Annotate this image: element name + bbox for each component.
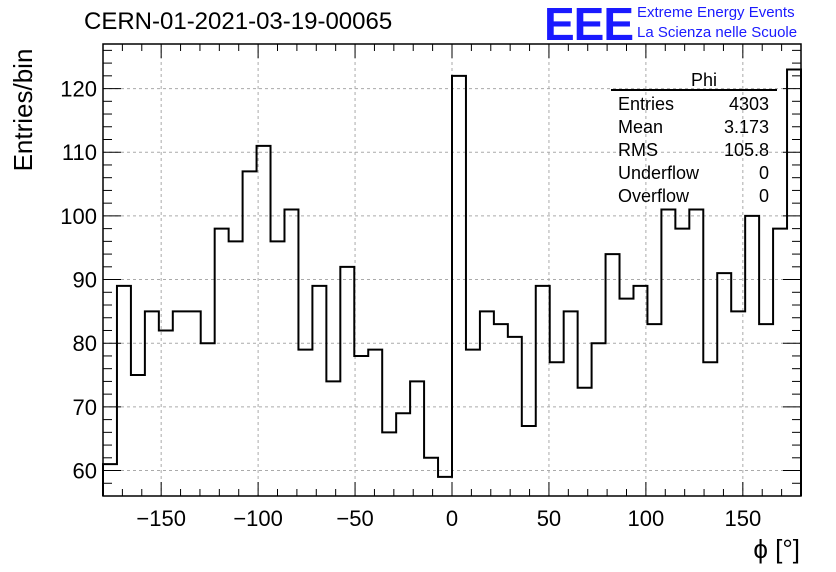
- x-axis-label: ϕ [°]: [753, 534, 800, 564]
- stats-label: Mean: [618, 117, 663, 137]
- logo-text-line2: La Scienza nelle Scuole: [637, 24, 798, 41]
- y-tick-label: 110: [62, 140, 97, 165]
- x-tick-label: −50: [336, 506, 373, 531]
- x-tick-label: −100: [233, 506, 283, 531]
- stats-value: 4303: [729, 94, 769, 114]
- stats-value: 105.8: [724, 140, 769, 160]
- y-tick-label: 100: [60, 204, 97, 229]
- axis-ticks: [102, 44, 802, 497]
- stats-box: Phi Entries 4303 Mean 3.173 RMS 105.8 Underflow…: [611, 70, 777, 206]
- x-tick-label: 150: [724, 506, 761, 531]
- y-tick-label: 120: [60, 77, 97, 102]
- x-tick-label: 0: [446, 506, 458, 531]
- stats-title: Phi: [691, 70, 717, 90]
- y-tick-label: 70: [73, 395, 97, 420]
- histogram-outline: [102, 68, 802, 496]
- y-axis-label: Entries/bin: [8, 49, 38, 172]
- tick-labels: −150 −100 −50 0 50 100 150 60 70 80 90 100 110 120: [60, 77, 761, 531]
- eee-logo: EEE: [544, 0, 634, 50]
- logo-text-line1: Extreme Energy Events: [637, 4, 795, 21]
- stats-value: 0: [759, 186, 769, 206]
- x-tick-label: 100: [628, 506, 665, 531]
- x-tick-label: 50: [537, 506, 561, 531]
- y-tick-label: 80: [73, 331, 97, 356]
- x-tick-label: −150: [136, 506, 186, 531]
- stats-value: 3.173: [724, 117, 769, 137]
- y-tick-label: 90: [73, 268, 97, 293]
- stats-label: RMS: [618, 140, 658, 160]
- stats-label: Entries: [618, 94, 674, 114]
- stats-value: 0: [759, 163, 769, 183]
- chart-title: CERN-01-2021-03-19-00065: [84, 8, 393, 35]
- stats-label: Underflow: [618, 163, 700, 183]
- y-tick-label: 60: [73, 459, 97, 484]
- stats-label: Overflow: [618, 186, 690, 206]
